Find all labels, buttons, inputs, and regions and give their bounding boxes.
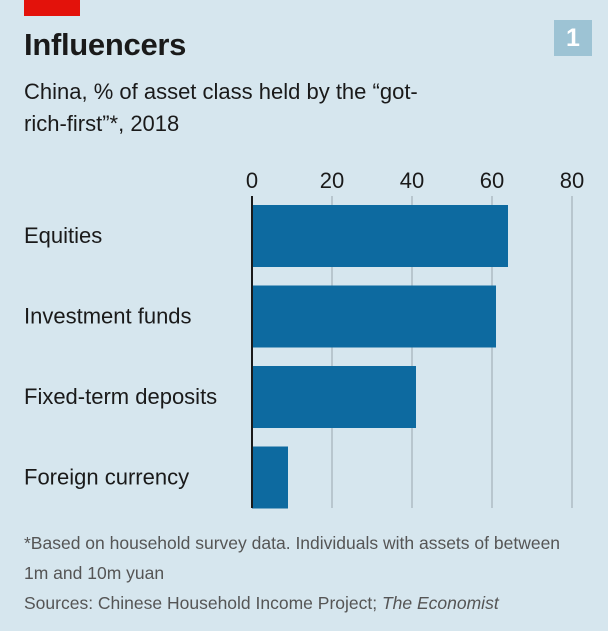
bar-investment-funds (252, 285, 496, 348)
x-tick-label-80: 80 (560, 168, 584, 193)
bar-fixed-term-deposits (252, 366, 416, 428)
category-label-foreign-currency: Foreign currency (24, 465, 189, 490)
brand-red-tab (24, 0, 80, 16)
chart-title: Influencers (24, 27, 187, 62)
chart-subtitle: China, % of asset class held by the “got… (24, 79, 418, 136)
sources-prefix: Sources: Chinese Household Income Projec… (24, 593, 382, 613)
sources-line: Sources: Chinese Household Income Projec… (24, 588, 584, 618)
bar-chart: 0 20 40 60 80 Equities Investment funds Fixed-t… (24, 168, 584, 509)
x-tick-label-0: 0 (246, 168, 258, 193)
chart-number-badge: 1 (554, 20, 592, 56)
x-tick-label-40: 40 (400, 168, 424, 193)
category-label-investment-funds: Investment funds (24, 304, 192, 329)
category-label-fixed-term-deposits: Fixed-term deposits (24, 384, 217, 409)
x-tick-label-20: 20 (320, 168, 344, 193)
category-label-equities: Equities (24, 223, 102, 248)
bar-foreign-currency (252, 446, 288, 509)
bar-equities (252, 205, 508, 267)
sources-publication: The Economist (381, 593, 499, 613)
footnote-text: *Based on household survey data. Individ… (24, 533, 561, 583)
x-tick-label-60: 60 (480, 168, 504, 193)
chart-footnote: *Based on household survey data. Individ… (24, 528, 584, 618)
